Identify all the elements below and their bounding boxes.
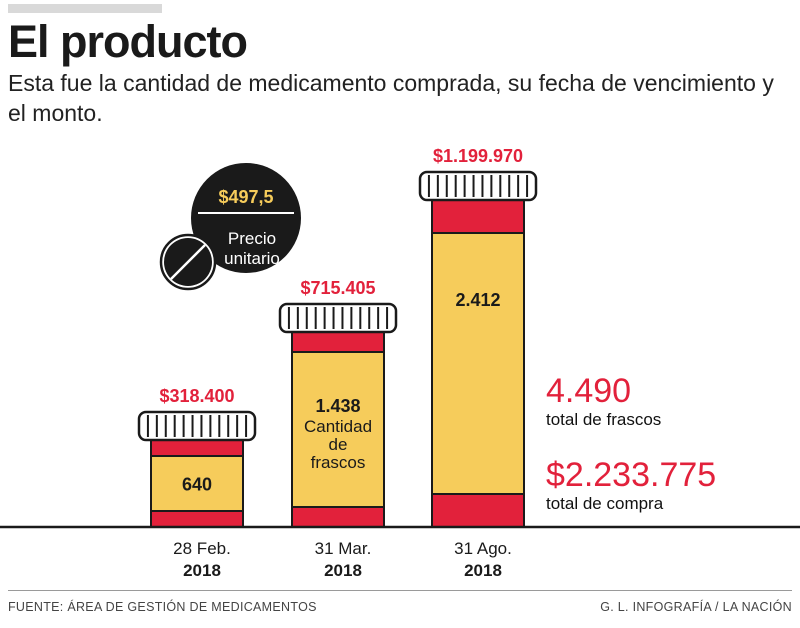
top-accent-bar — [8, 4, 162, 13]
bar-caption-line: de — [329, 435, 348, 454]
x-tick-date: 31 Ago. — [454, 539, 512, 558]
bar-bottom-band — [150, 510, 244, 528]
total-frascos-value: 4.490 — [546, 372, 632, 410]
chart-subtitle: Esta fue la cantidad de medicamento comp… — [8, 70, 774, 126]
price-badge: $497,5 Precio unitario — [191, 163, 301, 273]
chart-title: El producto — [8, 16, 248, 67]
price-label-line1: Precio — [228, 229, 276, 248]
amount-label: $318.400 — [159, 386, 234, 406]
credit-note: G. L. INFOGRAFÍA / LA NACIÓN — [600, 600, 792, 614]
bar-caption-line: frascos — [311, 453, 366, 472]
amount-label: $1.199.970 — [433, 146, 523, 166]
bottle-cap — [137, 410, 257, 442]
quantity-label: 1.438 — [315, 396, 360, 416]
quantity-label: 2.412 — [455, 290, 500, 310]
x-tick-year: 2018 — [183, 561, 221, 580]
footer-divider — [8, 590, 792, 591]
price-label-line2: unitario — [224, 249, 280, 268]
bar-top-band — [150, 439, 244, 457]
bar-body — [431, 199, 525, 528]
bottle-bar: $318.400 640 — [137, 386, 257, 528]
source-note: FUENTE: ÁREA DE GESTIÓN DE MEDICAMENTOS — [8, 600, 317, 614]
bottle-cap — [278, 302, 398, 334]
bar-bottom-band — [291, 506, 385, 528]
x-tick-date: 31 Mar. — [315, 539, 372, 558]
total-compra-label: total de compra — [546, 494, 664, 513]
bar-caption-line: Cantidad — [304, 417, 372, 436]
x-tick-year: 2018 — [464, 561, 502, 580]
price-value: $497,5 — [218, 187, 273, 207]
bar-top-band — [291, 331, 385, 353]
x-tick-year: 2018 — [324, 561, 362, 580]
total-compra-value: $2.233.775 — [546, 456, 717, 494]
bottle-bar: $1.199.970 2.412 — [418, 146, 538, 528]
quantity-label: 640 — [182, 475, 212, 495]
bottle-cap — [418, 170, 538, 202]
total-frascos-label: total de frascos — [546, 410, 662, 429]
x-tick-date: 28 Feb. — [173, 539, 231, 558]
amount-label: $715.405 — [300, 278, 375, 298]
price-badge-circle — [191, 163, 301, 273]
bar-bottom-band — [431, 493, 525, 528]
pill-icon — [159, 233, 217, 291]
bar-top-band — [431, 199, 525, 234]
